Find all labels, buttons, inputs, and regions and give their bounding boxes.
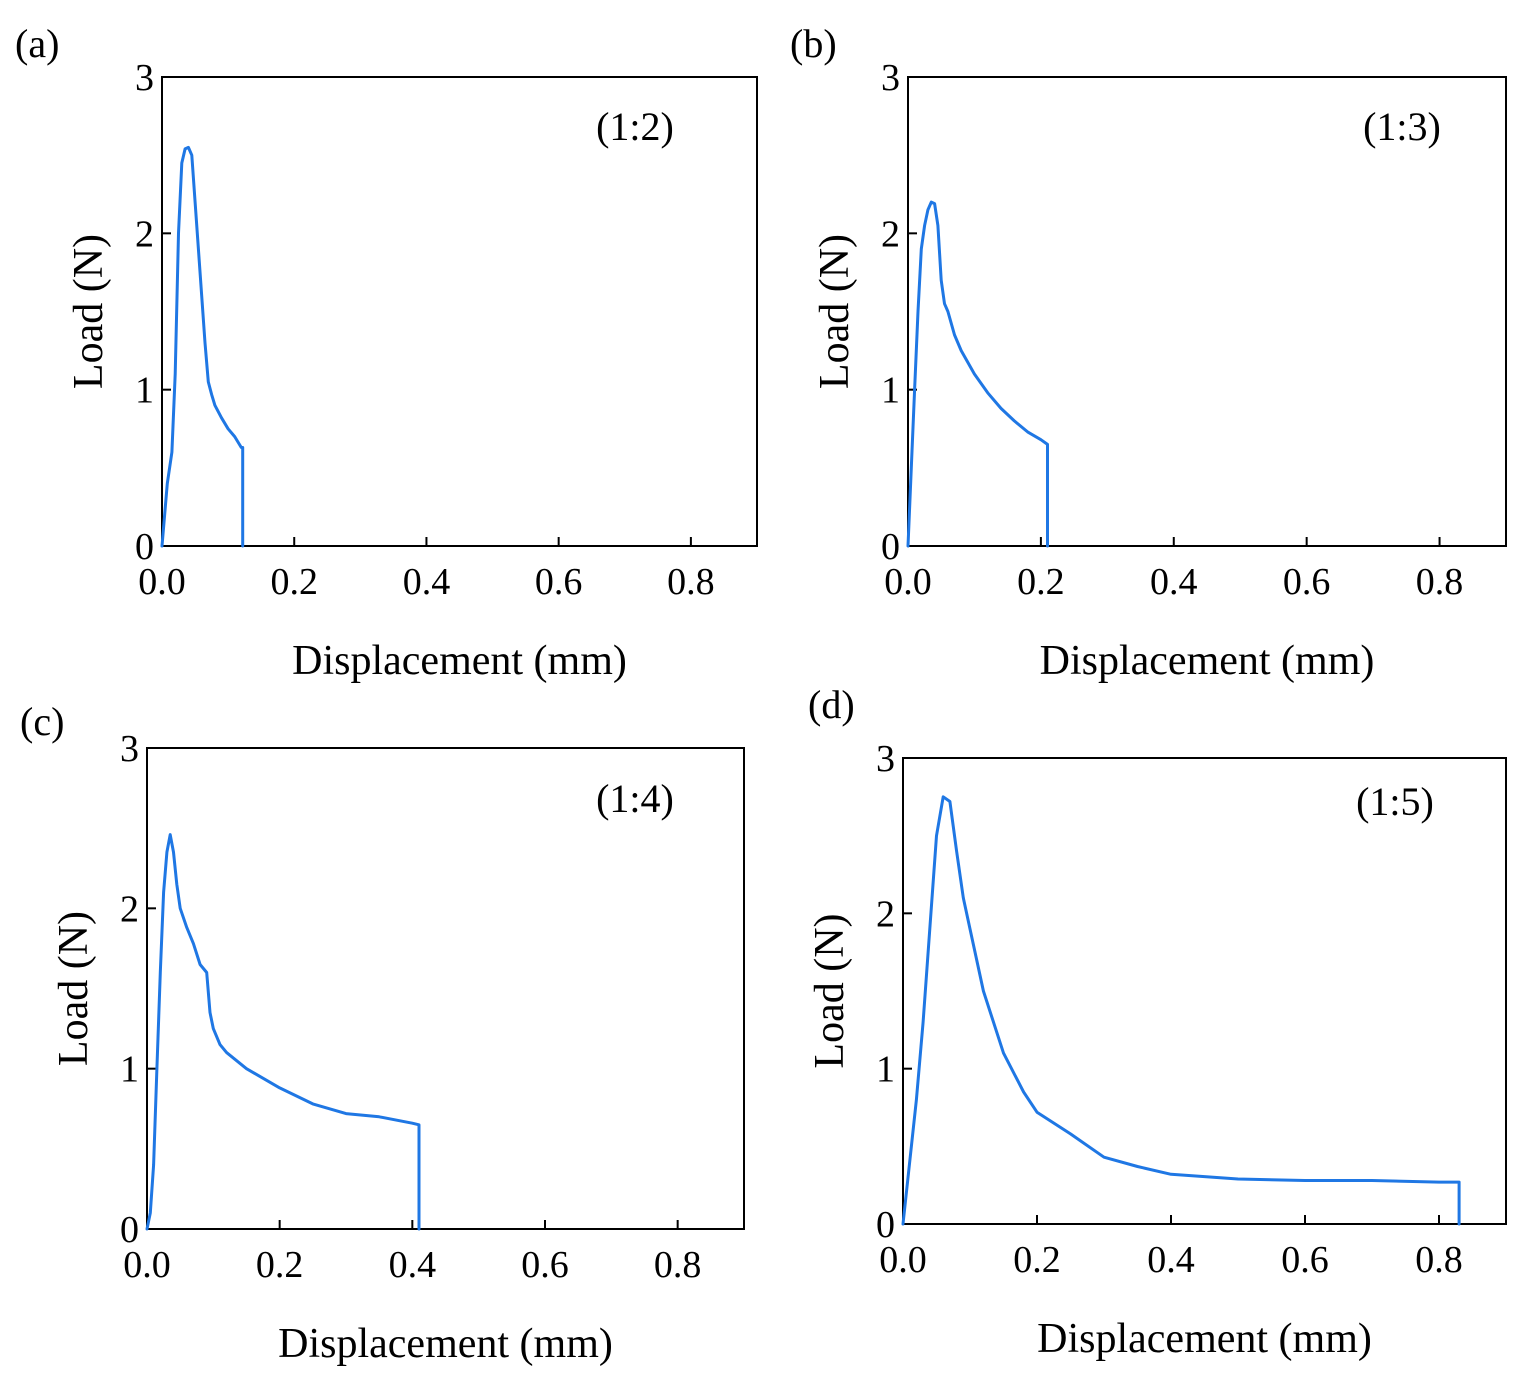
x-axis-label: Displacement (mm) — [1037, 1316, 1372, 1362]
x-tick-label: 0.8 — [1415, 1239, 1463, 1281]
x-axis-label: Displacement (mm) — [292, 638, 627, 684]
x-tick-label: 0.6 — [1283, 561, 1331, 603]
x-tick-label: 0.6 — [535, 561, 583, 603]
y-tick-label: 1 — [135, 370, 154, 412]
y-tick-label: 0 — [120, 1209, 139, 1251]
y-tick-label: 3 — [120, 728, 139, 770]
chart-panel-d: 0.0 0.2 0.4 0.6 0.8 0 1 2 3 Displacement (mm) Load… — [807, 682, 1507, 1362]
y-tick-label: 2 — [135, 213, 154, 255]
panel-label: (a) — [15, 21, 59, 66]
x-tick-label: 0.0 — [879, 1239, 927, 1281]
x-tick-label: 0.2 — [256, 1244, 304, 1286]
y-tick-label: 0 — [876, 1204, 895, 1246]
y-tick-label: 0 — [135, 526, 154, 568]
x-tick-label: 0.4 — [1147, 1239, 1195, 1281]
x-tick-label: 0.2 — [1017, 561, 1065, 603]
y-axis-label: Load (N) — [66, 234, 112, 389]
y-axis-label: Load (N) — [812, 234, 858, 389]
x-tick-label: 0.4 — [389, 1244, 437, 1286]
ratio-annotation: (1:3) — [1363, 104, 1441, 149]
plot-frame — [161, 76, 758, 547]
y-tick-label: 2 — [120, 888, 139, 930]
x-tick-label: 0.2 — [1013, 1239, 1061, 1281]
y-axis-label: Load (N) — [807, 913, 853, 1068]
y-tick-label: 3 — [876, 738, 895, 780]
x-tick-label: 0.6 — [521, 1244, 569, 1286]
ratio-annotation: (1:2) — [596, 104, 674, 149]
x-axis-label: Displacement (mm) — [1040, 638, 1375, 684]
series-line — [906, 200, 1049, 548]
y-tick-label: 2 — [876, 893, 895, 935]
chart-panel-a: 0.0 0.2 0.4 0.6 0.8 0 1 2 3 Displacement (mm) Load… — [15, 21, 758, 684]
y-tick-label: 1 — [120, 1049, 139, 1091]
x-tick-label: 0.2 — [270, 561, 318, 603]
plot-frame — [146, 747, 745, 1230]
x-tick-label: 0.0 — [123, 1244, 171, 1286]
y-tick-label: 3 — [881, 57, 900, 99]
plot-frame — [907, 76, 1507, 547]
panel-label: (c) — [20, 699, 64, 744]
y-tick-label: 2 — [881, 213, 900, 255]
x-tick-label: 0.8 — [654, 1244, 702, 1286]
x-axis-label: Displacement (mm) — [278, 1321, 613, 1367]
plot-frame — [902, 757, 1507, 1225]
panel-label: (b) — [790, 21, 837, 66]
x-tick-label: 0.4 — [403, 561, 451, 603]
x-tick-label: 0.0 — [884, 561, 932, 603]
y-tick-label: 0 — [881, 526, 900, 568]
x-tick-label: 0.0 — [138, 561, 186, 603]
y-axis-label: Load (N) — [51, 911, 97, 1066]
series-line — [901, 795, 1461, 1226]
x-tick-label: 0.4 — [1150, 561, 1198, 603]
y-tick-label: 1 — [881, 370, 900, 412]
y-tick-label: 3 — [135, 57, 154, 99]
series-line — [160, 145, 245, 548]
chart-panel-b: 0.0 0.2 0.4 0.6 0.8 0 1 2 3 Displacement (mm) Load… — [790, 21, 1507, 684]
x-tick-label: 0.8 — [667, 561, 715, 603]
ratio-annotation: (1:5) — [1356, 779, 1434, 824]
y-tick-label: 1 — [876, 1049, 895, 1091]
series-line — [145, 833, 421, 1231]
x-tick-label: 0.6 — [1281, 1239, 1329, 1281]
panel-label: (d) — [808, 682, 855, 727]
ratio-annotation: (1:4) — [596, 776, 674, 821]
chart-panel-c: 0.0 0.2 0.4 0.6 0.8 0 1 2 3 Displacement (mm) Load… — [20, 699, 745, 1367]
x-tick-label: 0.8 — [1416, 561, 1464, 603]
